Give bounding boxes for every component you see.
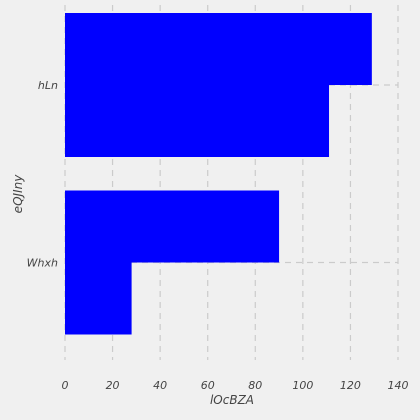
x-tick-label: 100 [292, 379, 313, 392]
x-tick-label: 0 [62, 379, 69, 392]
x-tick-label: 20 [106, 379, 120, 392]
x-tick-label: 40 [153, 379, 167, 392]
bar-layer [65, 13, 372, 335]
bar [65, 85, 330, 157]
x-axis-label: lOcBZA [210, 393, 254, 407]
x-tick-label: 60 [201, 379, 215, 392]
y-tick-label: Whxh [27, 257, 58, 270]
bar [65, 190, 280, 263]
bar [65, 13, 372, 85]
x-tick-label: 120 [340, 379, 361, 392]
x-tick-label: 80 [248, 379, 262, 392]
x-tick-label: 140 [388, 379, 409, 392]
bar [65, 262, 132, 335]
y-axis-label: eQJIny [11, 174, 25, 214]
y-tick-label: hLn [38, 79, 58, 92]
tick-layer: 0 20 40 60 80 100 120 140 hLn Whxh [27, 79, 409, 392]
